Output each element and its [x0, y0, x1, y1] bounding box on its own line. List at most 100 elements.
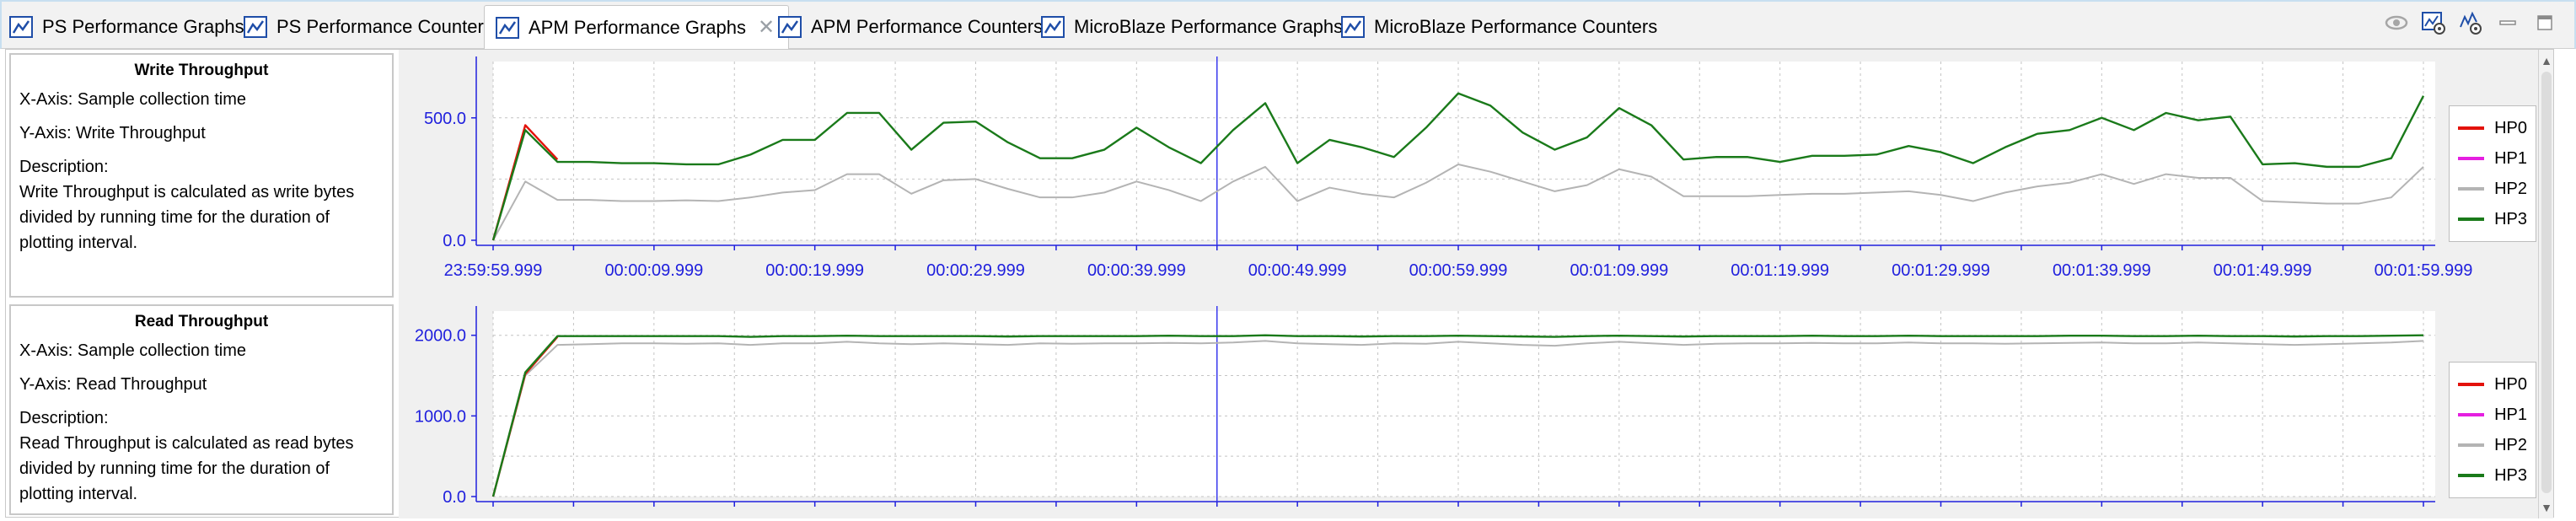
x-tick-label: 00:00:09.999: [604, 261, 703, 280]
y-axis-text: Y-Axis: Write Throughput: [19, 124, 206, 142]
tab-ps-performance-counters[interactable]: PS Performance Counters: [243, 5, 493, 49]
read-throughput-chart[interactable]: 0.0 1000.0 2000.0 HP0 HP1 HP2 HP3: [399, 301, 2543, 518]
graph-icon: [9, 16, 33, 38]
legend-item-hp2: HP2: [2458, 430, 2527, 460]
write-throughput-title: Write Throughput: [134, 62, 269, 79]
apm-graphs-panel: Write Throughput X-Axis: Sample collecti…: [5, 49, 2554, 518]
legend-swatch: [2458, 218, 2485, 221]
x-tick-label: 00:01:49.999: [2214, 261, 2312, 280]
write-chart-legend: HP0 HP1 HP2 HP3: [2449, 105, 2536, 242]
y-axis-text: Y-Axis: Read Throughput: [19, 375, 207, 394]
description-block: Description: Write Throughput is calcula…: [19, 154, 384, 255]
maximize-icon[interactable]: [2532, 10, 2557, 35]
write-throughput-section: Write Throughput X-Axis: Sample collecti…: [6, 50, 2543, 301]
read-throughput-title: Read Throughput: [134, 313, 269, 330]
vertical-scrollbar[interactable]: ▲ ▼: [2538, 50, 2553, 518]
description-block: Description: Read Throughput is calculat…: [19, 406, 384, 507]
x-tick-label: 23:59:59.999: [444, 261, 543, 280]
read-throughput-plot[interactable]: 0.0 1000.0 2000.0: [399, 301, 2543, 518]
x-tick-label: 00:00:29.999: [926, 261, 1025, 280]
tab-label: APM Performance Counters: [811, 16, 1044, 37]
tab-label: PS Performance Graphs: [42, 16, 244, 37]
close-icon[interactable]: ✕: [757, 16, 775, 39]
plot-area: [493, 62, 2435, 240]
scroll-down-icon[interactable]: ▼: [2541, 501, 2552, 514]
tab-label: MicroBlaze Performance Counters: [1374, 16, 1658, 37]
description-label: Description:: [19, 409, 109, 427]
legend-swatch: [2458, 443, 2485, 447]
scrollbar-thumb[interactable]: [2541, 72, 2552, 493]
series-line-hp2: [492, 340, 2424, 497]
legend-label: HP3: [2494, 465, 2527, 485]
read-throughput-section: Read Throughput X-Axis: Sample collectio…: [6, 301, 2543, 518]
tab-microblaze-performance-counters[interactable]: MicroBlaze Performance Counters: [1340, 5, 1657, 49]
tab-label: APM Performance Graphs: [529, 16, 746, 38]
tab-ps-performance-graphs[interactable]: PS Performance Graphs: [8, 5, 244, 49]
editor-tab-bar: PS Performance Graphs PS Performance Cou…: [0, 0, 2576, 49]
graph-icon: [1341, 16, 1365, 38]
series-line-hp3: [491, 92, 2425, 241]
legend-item-hp1: HP1: [2458, 143, 2527, 174]
legend-label: HP2: [2494, 179, 2527, 198]
x-tick-label: 00:01:59.999: [2375, 261, 2473, 280]
scroll-up-icon[interactable]: ▲: [2541, 54, 2552, 67]
view-toolbar: [2384, 10, 2557, 35]
graph-icon: [1041, 16, 1065, 38]
legend-label: HP0: [2494, 118, 2527, 137]
plot-area: [493, 311, 2435, 497]
write-throughput-chart[interactable]: 0.0 500.0 23:59:59.999 00:00:09.999 00:00:19…: [399, 50, 2543, 301]
read-throughput-description: Read Throughput X-Axis: Sample collectio…: [9, 304, 394, 515]
legend-item-hp0: HP0: [2458, 113, 2527, 143]
legend-swatch: [2458, 157, 2485, 160]
x-tick-label: 00:01:09.999: [1570, 261, 1668, 280]
legend-item-hp2: HP2: [2458, 174, 2527, 204]
eye-icon[interactable]: [2384, 10, 2409, 35]
legend-swatch: [2458, 187, 2485, 191]
minimize-icon[interactable]: [2495, 10, 2520, 35]
description-text: Write Throughput is calculated as write …: [19, 183, 355, 252]
tab-apm-performance-graphs[interactable]: APM Performance Graphs ✕: [484, 5, 790, 49]
series-line-hp2: [492, 163, 2424, 241]
graph-properties-icon[interactable]: [2458, 10, 2483, 35]
graph-icon: [244, 16, 267, 38]
legend-item-hp1: HP1: [2458, 400, 2527, 430]
legend-item-hp0: HP0: [2458, 369, 2527, 400]
legend-item-hp3: HP3: [2458, 204, 2527, 234]
x-tick-label: 00:01:19.999: [1731, 261, 1829, 280]
tab-microblaze-performance-graphs[interactable]: MicroBlaze Performance Graphs: [1040, 5, 1343, 49]
x-tick-label: 00:00:19.999: [765, 261, 864, 280]
legend-label: HP3: [2494, 209, 2527, 228]
x-axis-text: X-Axis: Sample collection time: [19, 90, 246, 109]
tab-label: PS Performance Counters: [276, 16, 493, 37]
y-tick-label: 500.0: [424, 110, 466, 128]
legend-label: HP2: [2494, 435, 2527, 454]
series-line-hp3: [491, 334, 2424, 497]
x-tick-label: 00:01:39.999: [2053, 261, 2151, 280]
y-tick-label: 1000.0: [415, 407, 466, 426]
graph-icon: [496, 16, 519, 39]
legend-label: HP1: [2494, 405, 2527, 424]
tab-label: MicroBlaze Performance Graphs: [1074, 16, 1344, 37]
x-tick-label: 00:00:59.999: [1409, 261, 1508, 280]
tab-apm-performance-counters[interactable]: APM Performance Counters: [777, 5, 1043, 49]
x-tick-label: 00:00:49.999: [1248, 261, 1347, 280]
write-throughput-plot[interactable]: 0.0 500.0 23:59:59.999 00:00:09.999 00:00:19…: [399, 50, 2543, 301]
graph-icon: [778, 16, 802, 38]
graph-settings-icon[interactable]: [2421, 10, 2446, 35]
legend-swatch: [2458, 126, 2485, 130]
legend-item-hp3: HP3: [2458, 460, 2527, 491]
x-tick-label: 00:00:39.999: [1087, 261, 1186, 280]
legend-label: HP0: [2494, 374, 2527, 394]
y-tick-label: 0.0: [443, 488, 466, 507]
y-tick-label: 0.0: [443, 232, 466, 250]
description-text: Read Throughput is calculated as read by…: [19, 434, 354, 503]
read-chart-legend: HP0 HP1 HP2 HP3: [2449, 362, 2536, 498]
x-axis-text: X-Axis: Sample collection time: [19, 341, 246, 360]
write-throughput-description: Write Throughput X-Axis: Sample collecti…: [9, 53, 394, 298]
legend-label: HP1: [2494, 148, 2527, 168]
description-label: Description:: [19, 158, 109, 176]
y-tick-label: 2000.0: [415, 327, 466, 346]
legend-swatch: [2458, 383, 2485, 386]
legend-swatch: [2458, 413, 2485, 416]
legend-swatch: [2458, 474, 2485, 477]
